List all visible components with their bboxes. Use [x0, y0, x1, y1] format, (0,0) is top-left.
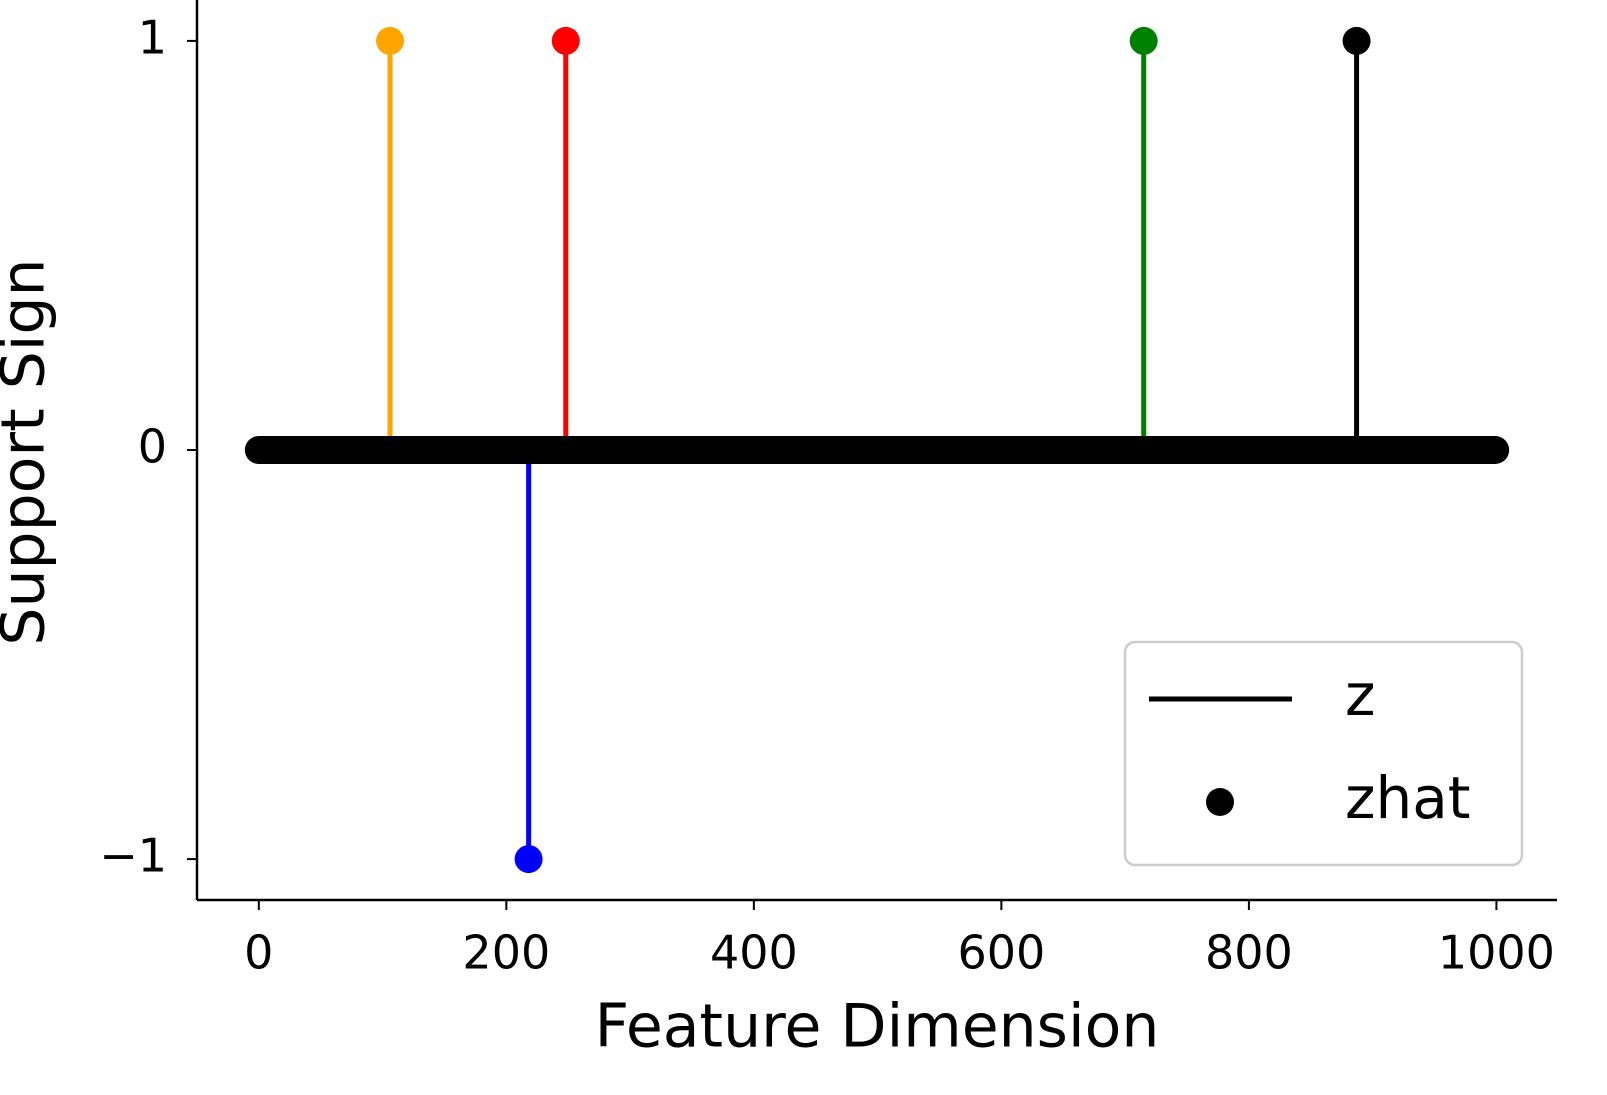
y-tick-label: 0 — [138, 420, 167, 474]
point — [514, 845, 543, 874]
legend-label: zhat — [1345, 764, 1471, 832]
x-tick-label: 1000 — [1438, 926, 1555, 980]
point — [1342, 26, 1371, 55]
x-tick-label: 0 — [244, 926, 273, 980]
y-axis-label: Support Sign — [0, 258, 59, 645]
x-tick-label: 200 — [462, 926, 550, 980]
legend-marker — [1206, 788, 1234, 816]
x-tick-label: 400 — [710, 926, 798, 980]
point — [1129, 26, 1158, 55]
y-tick-label: 1 — [138, 10, 167, 64]
legend-label: z — [1345, 661, 1375, 729]
point — [551, 26, 580, 55]
point — [376, 26, 405, 55]
x-tick-label: 800 — [1205, 926, 1293, 980]
x-tick-label: 600 — [957, 926, 1045, 980]
y-tick-label: −1 — [99, 829, 167, 883]
x-axis-label: Feature Dimension — [595, 992, 1160, 1062]
